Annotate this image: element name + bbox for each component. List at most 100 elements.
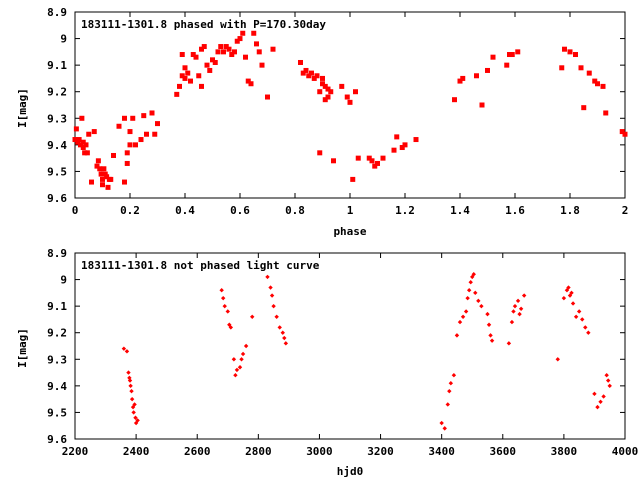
- data-point: [80, 145, 86, 151]
- data-point: [270, 46, 276, 52]
- data-point: [155, 121, 160, 127]
- data-point: [463, 309, 469, 314]
- data-point: [76, 137, 82, 143]
- data-point: [448, 381, 454, 386]
- data-point: [138, 137, 144, 143]
- data-point: [259, 62, 265, 68]
- data-point: [578, 65, 584, 71]
- data-point: [86, 131, 92, 137]
- data-point: [320, 81, 325, 87]
- data-point: [442, 426, 447, 431]
- data-point: [127, 375, 132, 381]
- data-point: [598, 399, 603, 404]
- data-point: [229, 52, 235, 58]
- data-point: [479, 102, 485, 108]
- data-point: [129, 396, 135, 402]
- data-point: [199, 46, 204, 52]
- data-point: [504, 62, 510, 68]
- data-point: [300, 70, 306, 76]
- data-point: [353, 89, 358, 95]
- data-point: [490, 54, 496, 60]
- data-point: [451, 373, 457, 378]
- data-point: [457, 78, 463, 84]
- data-point: [84, 150, 90, 156]
- data-point: [248, 81, 254, 87]
- data-point: [108, 176, 114, 182]
- data-point: [488, 333, 493, 338]
- data-point: [619, 129, 625, 135]
- data-point: [274, 314, 279, 319]
- x-tick-label: 2600: [184, 445, 211, 458]
- data-point: [174, 91, 180, 97]
- data-point: [212, 59, 218, 65]
- data-point: [268, 285, 273, 290]
- data-point: [188, 78, 193, 84]
- data-point: [439, 420, 444, 426]
- data-point: [243, 343, 249, 349]
- x-tick-label: 3600: [490, 445, 517, 458]
- data-point: [460, 314, 466, 319]
- data-point: [185, 70, 191, 76]
- data-point: [239, 357, 244, 362]
- x-tick-label: 2200: [62, 445, 89, 458]
- data-point: [240, 30, 246, 36]
- data-point: [226, 46, 232, 52]
- data-point: [369, 158, 375, 164]
- x-tick-label: 2800: [245, 445, 272, 458]
- data-point: [225, 309, 230, 314]
- data-point: [223, 44, 229, 50]
- data-point: [607, 383, 612, 389]
- y-tick-label: 9.5: [47, 165, 67, 178]
- y-tick-label: 9.1: [47, 300, 67, 313]
- data-point: [562, 46, 567, 52]
- data-point: [94, 163, 100, 169]
- data-point: [234, 367, 240, 373]
- data-point: [127, 142, 133, 148]
- data-point: [605, 378, 611, 383]
- data-point: [204, 62, 210, 68]
- data-point: [218, 44, 224, 50]
- x-tick-label: 3800: [551, 445, 578, 458]
- data-point: [196, 73, 202, 79]
- data-point: [322, 83, 328, 89]
- data-point: [372, 163, 378, 169]
- data-points: [121, 272, 612, 431]
- data-point: [555, 357, 560, 362]
- data-point: [471, 272, 476, 277]
- data-point: [95, 158, 101, 164]
- data-point: [131, 410, 136, 415]
- data-point: [506, 341, 512, 346]
- data-point: [232, 49, 237, 55]
- y-tick-label: 9.3: [47, 353, 67, 366]
- data-point: [600, 83, 606, 89]
- y-tick-label: 9: [60, 274, 67, 287]
- data-point: [320, 75, 325, 81]
- data-point: [126, 370, 131, 375]
- data-point: [280, 330, 285, 335]
- data-point: [237, 365, 243, 370]
- y-tick-label: 9.2: [47, 86, 67, 99]
- data-point: [179, 73, 185, 79]
- data-point: [221, 49, 226, 55]
- data-point: [509, 319, 515, 325]
- data-point: [122, 115, 127, 121]
- x-axis-title: phase: [333, 225, 366, 238]
- data-point: [193, 54, 199, 60]
- data-point: [133, 415, 138, 420]
- data-point: [515, 49, 521, 55]
- y-axis-title: I[mag]: [16, 328, 29, 368]
- data-point: [331, 158, 336, 164]
- data-point: [269, 293, 275, 298]
- y-tick-label: 9: [60, 33, 67, 46]
- data-point: [595, 81, 600, 87]
- y-tick-label: 9.4: [47, 139, 67, 152]
- x-tick-label: 1.8: [560, 204, 580, 217]
- data-point: [298, 59, 303, 65]
- data-point: [220, 295, 226, 301]
- data-point: [347, 99, 353, 105]
- data-point: [476, 298, 481, 304]
- data-point: [101, 166, 107, 172]
- data-point: [592, 78, 598, 84]
- data-point: [479, 303, 484, 309]
- data-point: [190, 52, 196, 58]
